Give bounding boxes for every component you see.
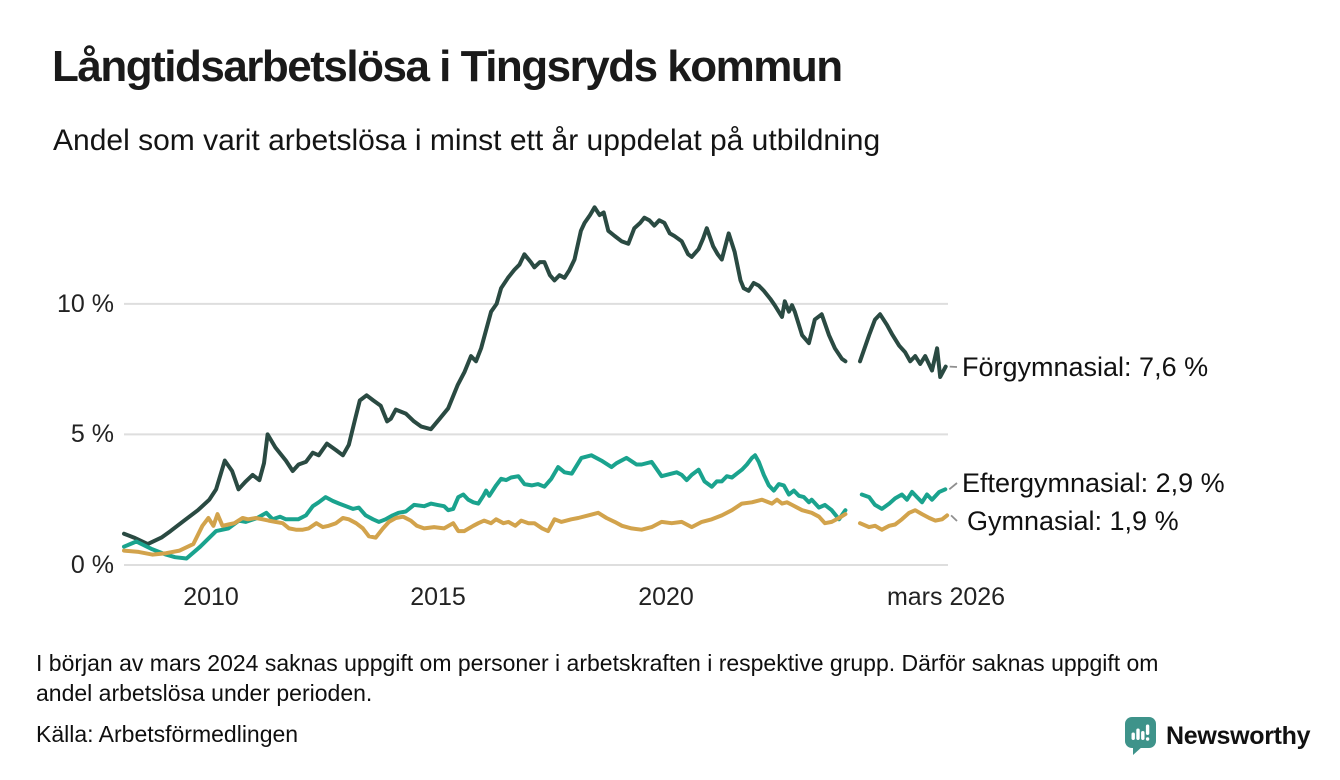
series-label-gymnasial: Gymnasial: 1,9 % — [967, 506, 1179, 536]
label-leader-eftergymnasial — [948, 482, 958, 490]
x-tick-mars-2026: mars 2026 — [886, 583, 1006, 611]
x-tick-2010: 2010 — [183, 583, 239, 611]
branding: Newsworthy — [1124, 714, 1314, 758]
footnote: I början av mars 2024 saknas uppgift om … — [36, 648, 1306, 708]
series-line-eftergymnasial-seg1 — [122, 453, 848, 561]
newsworthy-logo-icon — [1125, 717, 1156, 755]
x-tick-2020: 2020 — [638, 583, 694, 611]
x-tick-2015: 2015 — [410, 583, 466, 611]
page-title: Långtidsarbetslösa i Tingsryds kommun — [52, 42, 843, 91]
series-line-gymnasial-seg1 — [122, 497, 848, 557]
series-line-gymnasial-seg2 — [858, 508, 950, 532]
page-subtitle: Andel som varit arbetslösa i minst ett å… — [53, 124, 881, 157]
series-line-eftergymnasial-seg2 — [859, 487, 948, 511]
series-line-forgymnasial-seg2 — [858, 312, 948, 379]
branding-wordmark: Newsworthy — [1166, 721, 1311, 750]
series-label-forgymnasial: Förgymnasial: 7,6 % — [962, 352, 1209, 382]
y-tick-10: 10 % — [57, 290, 114, 318]
source-label: Källa: Arbetsförmedlingen — [36, 721, 299, 747]
y-tick-5: 5 % — [70, 420, 114, 448]
y-tick-0: 0 % — [70, 551, 114, 579]
series-line-forgymnasial-seg1 — [122, 205, 848, 547]
series-label-eftergymnasial: Eftergymnasial: 2,9 % — [962, 468, 1225, 498]
footnote-line-2: andel arbetslösa under perioden. — [36, 680, 373, 706]
footnote-line-1: I början av mars 2024 saknas uppgift om … — [36, 650, 1159, 676]
label-leader-gymnasial — [950, 514, 958, 522]
